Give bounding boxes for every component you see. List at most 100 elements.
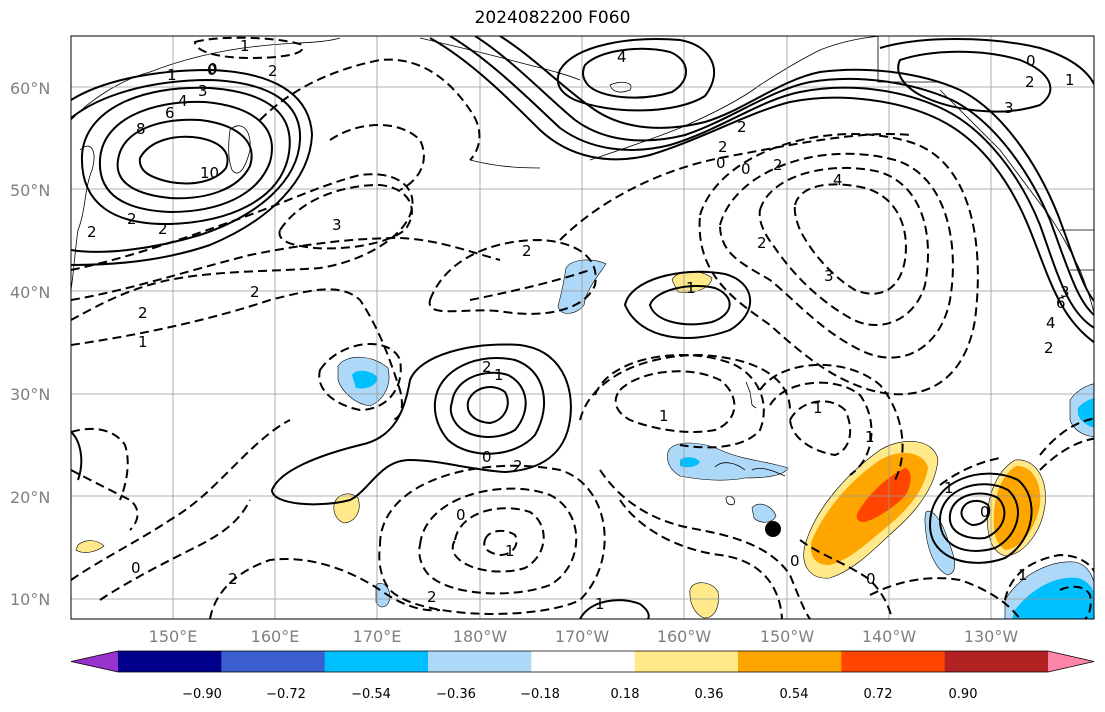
contour-label: 0 (131, 559, 141, 577)
contour-label: 6 (1056, 294, 1066, 312)
lon-label: 140°W (862, 627, 917, 646)
map-frame (70, 35, 1095, 620)
contour-label: 0 (207, 61, 217, 79)
colorbar-segment (738, 651, 842, 672)
lat-label: 10°N (10, 590, 50, 609)
positive-anomaly-area (856, 468, 911, 522)
contour-label: 2 (250, 283, 260, 301)
colorbar-segment (118, 651, 222, 672)
colorbar-segment (634, 651, 739, 672)
colorbar-tick-label: 0.36 (695, 687, 724, 702)
colorbar (70, 650, 1095, 673)
contour-label: 1 (1065, 71, 1075, 89)
contour-label: 10 (200, 164, 219, 182)
colorbar-segment (324, 651, 429, 672)
contour-label: 3 (198, 82, 208, 100)
contour-label: 0 (980, 503, 990, 521)
colorbar-tick-label: −0.72 (266, 687, 306, 702)
lon-label: 160°W (657, 627, 712, 646)
lon-label: 170°W (555, 627, 610, 646)
lon-label: 130°W (964, 627, 1019, 646)
contour-label: 6 (165, 104, 175, 122)
colorbar-segment (841, 651, 946, 672)
lat-label: 50°N (10, 181, 50, 200)
contour-label: 2 (737, 118, 747, 136)
contour-label: 1 (1018, 566, 1028, 584)
colorbar-tick-label: −0.18 (520, 687, 560, 702)
contour-label: 0 (741, 160, 751, 178)
colorbar-extend-high (1048, 651, 1094, 672)
negative-anomaly-area (751, 503, 777, 523)
negative-anomaly-area (924, 510, 956, 576)
contour-label: 2 (482, 358, 492, 376)
colorbar-segment (944, 651, 1049, 672)
contour-label: 2 (158, 220, 168, 238)
contour-label: 0 (866, 570, 876, 588)
map-title: 2024082200 F060 (474, 8, 631, 28)
dashed-contours (71, 36, 1094, 619)
storm-position-marker (765, 521, 781, 537)
negative-anomaly-area (352, 370, 378, 389)
positive-anomaly-area (75, 540, 105, 553)
contour-label: 0 (208, 60, 218, 78)
colorbar-tick-label: 0.54 (780, 687, 809, 702)
contour-label: 2 (718, 138, 728, 156)
contour-label: 2 (522, 242, 532, 260)
colorbar-segment (531, 651, 636, 672)
colorbar-segment (221, 651, 326, 672)
lon-label: 160°E (251, 627, 300, 646)
contour-label: 2 (228, 570, 238, 588)
contour-label: 2 (1044, 339, 1054, 357)
contour-label: 1 (659, 407, 669, 425)
positive-anomaly-area (689, 582, 719, 619)
contour-label: 2 (127, 210, 137, 228)
colorbar-tick-label: −0.36 (436, 687, 476, 702)
contour-label: 2 (427, 588, 437, 606)
contour-label: 0 (456, 506, 466, 524)
map-area (71, 36, 1094, 619)
contour-label: 3 (1060, 283, 1070, 301)
lat-label: 20°N (10, 488, 50, 507)
latitude-labels: 60°N 50°N 40°N 30°N 20°N 10°N (10, 79, 50, 609)
contour-label: 0 (790, 552, 800, 570)
contour-label: 4 (833, 171, 843, 189)
contour-label: 8 (136, 120, 146, 138)
colorbar-tick-label: 0.90 (949, 687, 978, 702)
contour-label: 1 (595, 595, 605, 613)
positive-anomaly-area (333, 493, 360, 524)
contour-label: 1 (494, 366, 504, 384)
lon-label: 170°E (353, 627, 402, 646)
colorbar-extend-low (71, 651, 118, 672)
contour-label: 4 (1046, 314, 1056, 332)
contour-label: 1 (167, 66, 177, 84)
contour-label: 2 (757, 234, 767, 252)
solid-contours (71, 36, 1094, 619)
lon-label: 150°E (149, 627, 198, 646)
negative-anomaly-area (680, 457, 700, 468)
contour-label: 0 (716, 154, 726, 172)
longitude-labels: 150°E 160°E 170°E 180°W 170°W 160°W 150°… (149, 627, 1019, 646)
contour-labels: 1 0 2 4 3 6 8 10 2 2 2 1 3 2 2 1 0 2 4 0… (87, 37, 1075, 613)
contour-label: 0 (482, 448, 492, 466)
contour-label: 0 (1026, 52, 1036, 70)
colorbar-segment (428, 651, 532, 672)
contour-label: 1 (944, 479, 954, 497)
contour-label: 1 (240, 37, 250, 55)
contour-label: 2 (87, 223, 97, 241)
contour-label: 2 (513, 457, 523, 475)
contour-label: 3 (1004, 99, 1014, 117)
colorbar-tick-label: 0.72 (864, 687, 893, 702)
contour-label: 1 (813, 399, 823, 417)
contour-label: 2 (773, 156, 783, 174)
lat-label: 40°N (10, 283, 50, 302)
colorbar-outline (70, 650, 1095, 673)
contour-label: 1 (138, 333, 148, 351)
contour-label: 1 (865, 428, 875, 446)
negative-anomaly-area (1012, 577, 1094, 619)
contour-label: 2 (138, 304, 148, 322)
contour-label: 1 (505, 542, 515, 560)
lon-label: 150°W (760, 627, 815, 646)
contour-label: 2 (268, 62, 278, 80)
contour-label: 3 (332, 216, 342, 234)
